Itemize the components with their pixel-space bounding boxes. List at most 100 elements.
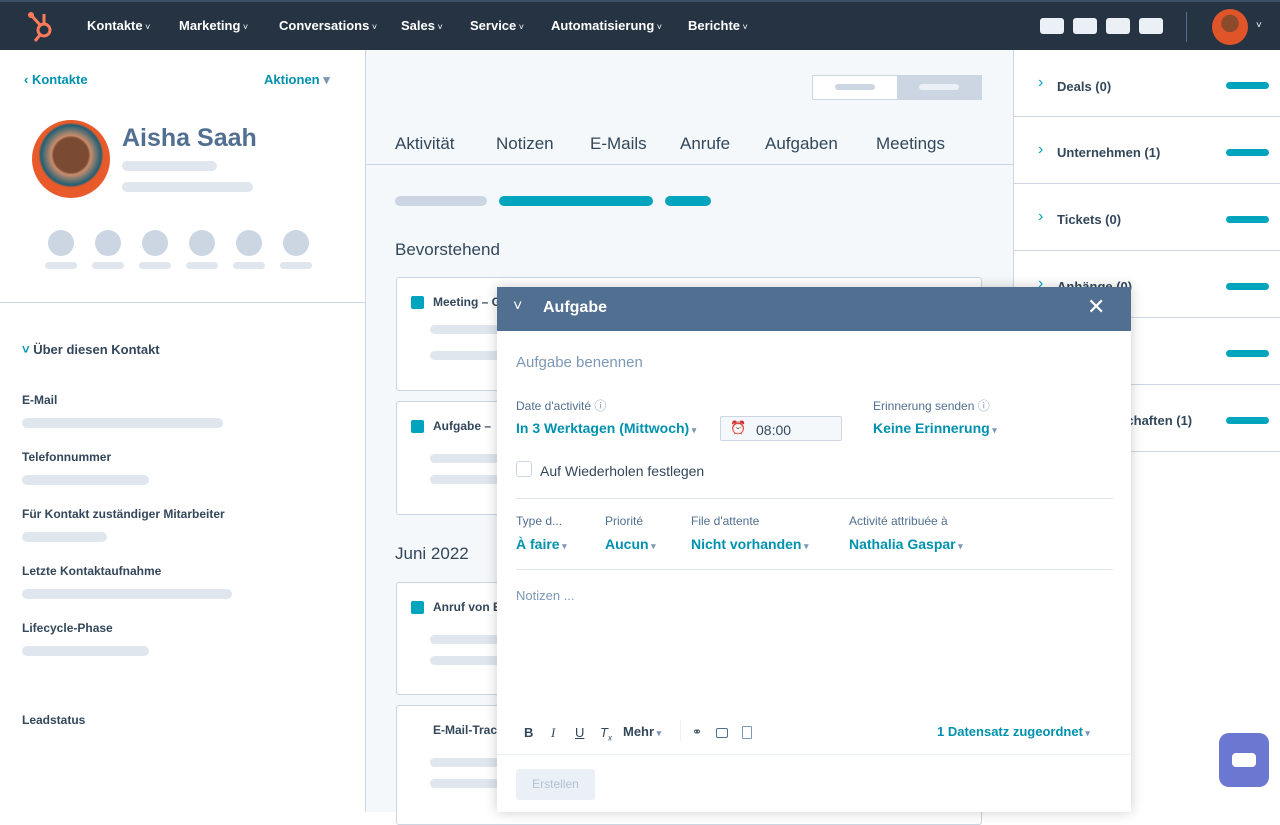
placeholder-bar [430,325,500,334]
top-nav: Kontakte Marketing Conversations Sales S… [0,0,1280,50]
repeat-checkbox[interactable] [516,461,532,477]
field-value[interactable] [22,475,149,485]
toggle-option[interactable] [919,84,959,90]
date-dropdown[interactable]: In 3 Werktagen (Mittwoch) [516,420,696,436]
tab-aufgaben[interactable]: Aufgaben [765,134,838,153]
reminder-dropdown[interactable]: Keine Erinnerung [873,420,997,436]
filter-bar[interactable] [395,196,487,206]
chevron-right-icon: › [1038,275,1044,292]
tab-notizen[interactable]: Notizen [496,134,554,153]
filter-bar[interactable] [665,196,711,206]
section-label: Deals (0) [1057,79,1112,94]
action-circle-button[interactable] [142,230,168,256]
contact-name: Aisha Saah [122,124,257,152]
create-button[interactable]: Erstellen [516,769,595,800]
tab-emails[interactable]: E-Mails [590,134,647,153]
time-value: 08:00 [756,422,792,438]
divider [0,302,365,303]
section-companies[interactable]: › Unternehmen (1) [1014,117,1280,184]
nav-kontakte[interactable]: Kontakte [87,18,150,33]
type-dropdown[interactable]: À faire [516,536,567,552]
field-label-lifecycle: Lifecycle-Phase [22,621,113,635]
section-hidden[interactable] [1014,318,1280,385]
priority-dropdown[interactable]: Aucun [605,536,656,552]
notes-editor[interactable]: Notizen ... [516,588,575,603]
snippet-icon[interactable] [742,726,752,739]
placeholder-bar [1226,216,1269,223]
view-toggle[interactable] [812,75,982,100]
chat-launcher-button[interactable] [1219,733,1269,787]
section-deals[interactable]: › Deals (0) [1014,50,1280,117]
nav-utility-button[interactable] [1139,18,1163,34]
hubspot-logo-icon[interactable] [26,10,58,42]
placeholder-bar [280,262,312,269]
action-circle-button[interactable] [95,230,121,256]
contact-avatar [32,120,110,198]
card-title: Anruf von E [433,600,501,614]
about-section-toggle[interactable]: ˅ Über diesen Kontakt [22,342,160,357]
meeting-icon [411,296,424,309]
time-input[interactable]: ⏰ 08:00 [720,416,842,441]
bold-icon[interactable]: B [524,725,534,740]
card-title: E-Mail-Trac [433,723,498,737]
chevron-right-icon: › [1038,208,1044,225]
nav-utility-button[interactable] [1106,18,1130,34]
divider [516,569,1113,570]
field-label-email: E-Mail [22,393,58,407]
field-label-phone: Telefonnummer [22,450,112,464]
underline-icon[interactable]: U [575,725,585,740]
field-value[interactable] [22,646,149,656]
clear-format-icon[interactable]: Tx [600,725,612,743]
placeholder-bar [122,182,253,192]
nav-automatisierung[interactable]: Automatisierung [551,18,662,33]
back-link[interactable]: ‹ Kontakte [24,72,88,87]
placeholder-bar [122,161,217,171]
more-dropdown[interactable]: Mehr [623,724,661,739]
associations-dropdown[interactable]: 1 Datensatz zugeordnet [937,724,1090,739]
nav-berichte[interactable]: Berichte [688,18,748,33]
nav-sales[interactable]: Sales [401,18,443,33]
tab-anrufe[interactable]: Anrufe [680,134,731,153]
chevron-right-icon: › [1038,141,1044,158]
italic-icon[interactable]: I [551,725,556,740]
nav-service[interactable]: Service [470,18,524,33]
filter-bar[interactable] [499,196,653,206]
field-value[interactable] [22,418,223,428]
tabs-divider [366,164,1013,165]
section-label: Tickets (0) [1057,212,1122,227]
placeholder-bar [430,351,500,360]
close-icon[interactable]: ✕ [1087,294,1106,319]
nav-utility-button[interactable] [1040,18,1064,34]
queue-dropdown[interactable]: Nicht vorhanden [691,536,809,552]
action-circle-button[interactable] [48,230,74,256]
actions-label: Aktionen [264,72,320,87]
collapse-chevron-icon[interactable]: ˅ [513,298,523,315]
field-label-leadstatus: Leadstatus [22,713,86,727]
tab-meetings[interactable]: Meetings [876,134,945,153]
assigned-dropdown[interactable]: Nathalia Gaspar [849,536,963,552]
nav-utility-button[interactable] [1073,18,1097,34]
chat-icon [1232,753,1256,767]
actions-menu[interactable]: Aktionen ▾ [264,72,330,87]
field-value[interactable] [22,589,232,599]
placeholder-bar [1226,283,1269,290]
field-value[interactable] [22,532,107,542]
nav-conversations[interactable]: Conversations [279,18,377,33]
action-circle-button[interactable] [189,230,215,256]
user-avatar[interactable] [1212,9,1248,45]
placeholder-bar [430,779,500,788]
task-name-input[interactable]: Aufgabe benennen [516,354,643,371]
chevron-down-icon[interactable]: ˅ [1256,20,1262,31]
nav-marketing[interactable]: Marketing [179,18,248,33]
date-label: Date d'activité ⓘ [516,399,607,413]
placeholder-bar [233,262,265,269]
image-icon[interactable] [716,728,728,738]
action-circle-button[interactable] [283,230,309,256]
toggle-option[interactable] [835,84,875,90]
link-icon[interactable]: ⚭ [692,725,703,739]
tab-aktivitaet[interactable]: Aktivität [395,134,455,153]
about-label: Über diesen Kontakt [33,342,160,357]
section-tickets[interactable]: › Tickets (0) [1014,184,1280,251]
placeholder-bar [139,262,171,269]
action-circle-button[interactable] [236,230,262,256]
